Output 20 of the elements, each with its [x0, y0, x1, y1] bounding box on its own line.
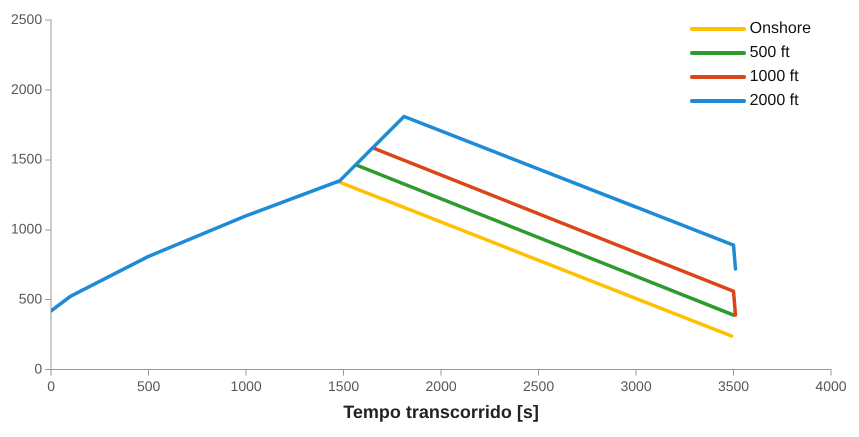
x-tick-label: 3000: [620, 378, 652, 394]
y-tick-label: 2000: [10, 80, 42, 97]
y-tick-label: 0: [34, 360, 42, 376]
x-tick-label: 2000: [425, 378, 457, 394]
legend-label: 1000 ft: [750, 68, 799, 86]
x-tick-label: 4000: [815, 378, 847, 394]
x-tick-label: 1500: [328, 378, 360, 394]
y-tick-label: 1000: [10, 220, 42, 237]
y-tick-label: 500: [18, 290, 42, 307]
legend-label: Onshore: [750, 20, 811, 38]
x-axis-title: Tempo transcorrido [s]: [343, 402, 539, 422]
legend-label: 500 ft: [750, 44, 790, 62]
x-tick-label: 0: [47, 378, 56, 394]
x-tick-label: 500: [136, 378, 161, 394]
y-tick-label: 1500: [10, 150, 42, 167]
x-tick-label: 2500: [522, 378, 554, 394]
x-tick-label: 3500: [718, 378, 750, 394]
y-tick-label: 2500: [10, 10, 42, 27]
legend-label: 2000 ft: [750, 92, 799, 110]
x-tick-label: 1000: [230, 378, 262, 394]
